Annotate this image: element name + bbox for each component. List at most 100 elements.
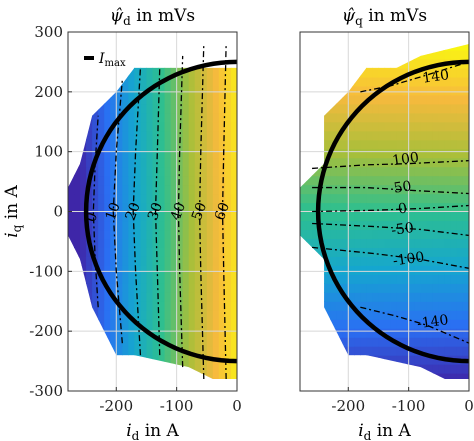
heatmap-cell — [182, 103, 190, 114]
heatmap-cell — [194, 202, 202, 213]
heatmap-cell — [104, 229, 111, 240]
heatmap-cell — [318, 85, 325, 96]
heatmap-cell — [182, 94, 190, 105]
heatmap-cell — [134, 211, 142, 222]
heatmap-cell — [230, 310, 237, 320]
heatmap-cell — [146, 148, 154, 159]
heatmap-cell — [378, 301, 386, 311]
heatmap-cell — [390, 238, 398, 248]
heatmap-cell — [445, 382, 452, 392]
heatmap-cell — [152, 283, 160, 293]
heatmap-cell — [188, 310, 196, 320]
heatmap-cell — [414, 103, 422, 114]
heatmap-cell — [456, 103, 464, 114]
heatmap-cell — [384, 148, 392, 159]
heatmap-cell — [336, 346, 343, 356]
heatmap-cell — [354, 382, 361, 392]
heatmap-cell — [116, 148, 123, 159]
heatmap-cell — [378, 94, 386, 105]
heatmap-cell — [426, 256, 434, 266]
heatmap-cell — [206, 130, 214, 141]
heatmap-cell — [450, 247, 458, 257]
heatmap-cell — [128, 166, 135, 177]
heatmap-cell — [68, 220, 75, 231]
heatmap-cell — [366, 355, 374, 365]
heatmap-cell — [206, 85, 214, 96]
heatmap-cell — [140, 85, 148, 96]
heatmap-cell — [372, 319, 380, 329]
heatmap-cell — [300, 112, 307, 123]
heatmap-cell — [80, 274, 87, 284]
heatmap-cell — [194, 184, 202, 195]
heatmap-cell — [324, 247, 331, 257]
heatmap-cell — [420, 229, 428, 240]
heatmap-cell — [402, 355, 410, 365]
heatmap-cell — [206, 283, 214, 293]
heatmap-cell — [104, 364, 111, 374]
heatmap-cell — [230, 67, 237, 78]
contour-label: 10 — [103, 200, 124, 222]
heatmap-cell — [140, 337, 148, 347]
heatmap-cell — [342, 175, 349, 186]
heatmap-cell — [324, 103, 331, 114]
heatmap-cell — [212, 211, 220, 222]
contour-line — [154, 67, 161, 356]
heatmap-cell — [318, 43, 325, 51]
heatmap-cell — [80, 130, 87, 141]
heatmap-cell — [306, 157, 313, 168]
heatmap-cell — [360, 32, 367, 42]
heatmap-cell — [372, 76, 380, 87]
heatmap-cell — [182, 157, 190, 168]
heatmap-cell — [158, 355, 166, 365]
heatmap-cell — [152, 364, 160, 374]
heatmap-cell — [402, 166, 410, 177]
heatmap-cell — [74, 202, 81, 213]
heatmap-cell — [170, 76, 178, 87]
heatmap-cell — [152, 274, 160, 284]
heatmap-cell — [426, 220, 434, 231]
heatmap-cell — [396, 238, 404, 248]
heatmap-cell — [134, 50, 141, 60]
heatmap-cell — [74, 292, 81, 302]
heatmap-cell — [122, 229, 129, 240]
heatmap-cell — [200, 238, 208, 248]
heatmap-cell — [402, 337, 410, 347]
heatmap-cell — [342, 130, 349, 141]
heatmap-cell — [450, 112, 458, 123]
heatmap-cell — [385, 382, 392, 392]
heatmap-cell — [206, 157, 214, 168]
heatmap-cell — [408, 220, 416, 231]
heatmap-cell — [86, 121, 93, 132]
heatmap-cell — [324, 148, 331, 159]
heatmap-cell — [164, 202, 172, 213]
heatmap-cell — [330, 247, 337, 257]
heatmap-cell — [336, 139, 343, 150]
heatmap-cell — [194, 301, 202, 311]
heatmap-cell — [390, 310, 398, 320]
heatmap-cell — [330, 355, 337, 365]
heatmap-cell — [324, 229, 331, 240]
heatmap-cell — [300, 175, 307, 186]
heatmap-cell — [158, 220, 166, 231]
heatmap-cell — [354, 373, 361, 380]
contour-label: 0 — [397, 201, 408, 218]
heatmap-cell — [158, 364, 166, 374]
heatmap-cell — [408, 247, 416, 257]
heatmap-cell — [134, 238, 142, 248]
heatmap-cell — [324, 166, 331, 177]
heatmap-cell — [450, 238, 458, 248]
heatmap-cell — [134, 157, 142, 168]
contour-label: -140 — [416, 312, 449, 332]
heatmap-cell — [408, 373, 416, 380]
heatmap-cell — [324, 32, 331, 42]
heatmap-cell — [128, 220, 135, 231]
heatmap-cell — [122, 193, 129, 204]
heatmap-cell — [348, 202, 355, 213]
heatmap-cell — [384, 301, 392, 311]
heatmap-cell — [330, 193, 337, 204]
heatmap-cell — [456, 247, 464, 257]
heatmap-cell — [402, 148, 410, 159]
heatmap-cell — [170, 319, 178, 329]
heatmap-cell — [360, 238, 367, 248]
